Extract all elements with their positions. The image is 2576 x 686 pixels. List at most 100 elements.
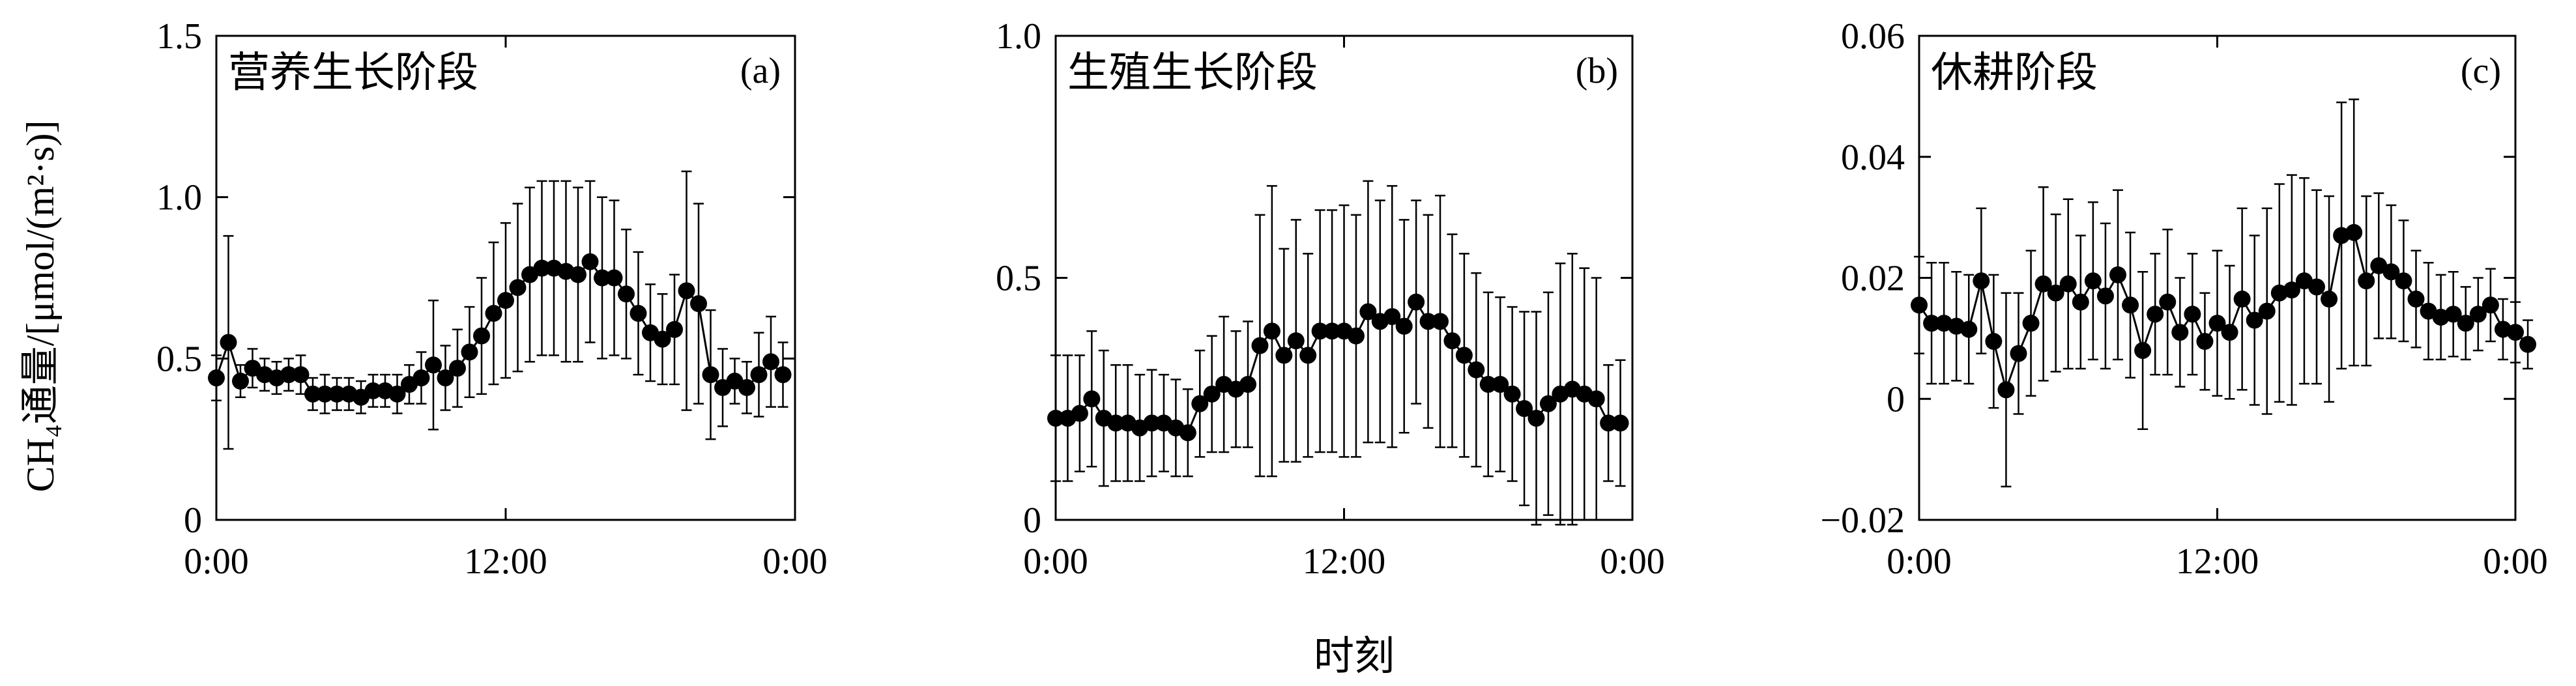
panel-c-data-point	[1973, 272, 1990, 290]
panel-c-y-tick-label: −0.02	[1820, 500, 1905, 541]
panel-a-data-point	[666, 321, 683, 338]
panel-b-data-point	[1251, 337, 1269, 354]
x-axis-title: 时刻	[1314, 632, 1395, 679]
panel-b-y-tick-label: 1.0	[996, 16, 1041, 57]
panel-b-data-point	[1179, 424, 1196, 442]
panel-c-data-point	[2084, 272, 2102, 290]
panel-b: 0 0.5 1.0 0:00 12:00 0:00 生殖生长阶段 (b)	[996, 16, 1665, 582]
panel-a-data-point	[738, 379, 755, 396]
panel-c-data-point	[2395, 272, 2412, 290]
panel-c-title: 休耕阶段	[1931, 49, 2098, 97]
panel-b-data-point	[1083, 390, 1101, 408]
panel-c-data-point	[2096, 287, 2114, 305]
panel-b-x-tick-label: 0:00	[1023, 541, 1088, 582]
panel-c-data-point	[2171, 324, 2189, 341]
panel-b-data-point	[1600, 414, 1617, 432]
panel-c-data-point	[2221, 324, 2238, 341]
panel-c-data-point	[2147, 306, 2164, 323]
panel-b-title: 生殖生长阶段	[1067, 49, 1318, 97]
panel-c-data-point	[2184, 306, 2201, 323]
panel-c-data-point	[2482, 296, 2499, 314]
panel-a-x-tick-label: 0:00	[184, 541, 249, 582]
panel-b-data-point	[1419, 313, 1437, 330]
panel-a-data-point	[618, 285, 635, 303]
panel-c-data-point	[2010, 345, 2027, 362]
panel-a-x-tick-label: 12:00	[464, 541, 547, 582]
panel-b-data-point	[1432, 313, 1449, 330]
panel-b-data-point	[1047, 409, 1064, 427]
panel-c-data-point	[2208, 315, 2226, 332]
panel-c-data-point	[2122, 296, 2139, 314]
panel-c-data-point	[1960, 321, 1978, 338]
panel-b-data-point	[1395, 317, 1413, 335]
panel-a-tag: (a)	[740, 51, 781, 91]
panel-c-data-point	[2059, 275, 2077, 293]
panel-c-data-point	[2246, 311, 2263, 329]
panel-c-data-point	[2469, 306, 2487, 323]
panel-c-y-tick-label: 0.06	[1841, 16, 1905, 57]
panel-a-data-point	[630, 304, 647, 322]
panel-c-x-tick-label: 0:00	[2483, 541, 2548, 582]
panel-c-data-point	[2358, 272, 2375, 290]
panel-c-y-tick-label: 0.02	[1841, 259, 1905, 299]
panel-c-data-point	[2321, 291, 2338, 308]
panel-b-data-point	[1239, 375, 1256, 393]
panel-b-data-point	[1347, 327, 1365, 345]
panel-b-data-point	[1468, 361, 1485, 379]
panel-a-data-point	[208, 369, 225, 387]
panel-b-x-tick-label: 0:00	[1600, 541, 1665, 582]
panel-c-x-tick-label: 12:00	[2176, 541, 2259, 582]
panel-b-data-point	[1299, 347, 1317, 364]
panel-b-data-point	[1203, 385, 1221, 403]
panel-b-data-point	[1612, 414, 1629, 432]
panel-b-data-point	[1492, 375, 1509, 393]
y-axis-title: CH₄通量/[μmol/(m²·s)]	[19, 120, 62, 492]
panel-a-data-point	[570, 266, 586, 283]
panel-a-data-point	[509, 279, 527, 296]
panel-a-y-tick-label: 0.5	[156, 339, 202, 379]
panel-a-data-point	[364, 382, 382, 399]
panel-c-data-point	[2047, 284, 2064, 302]
panel-b-data-point	[1071, 405, 1088, 422]
panel-b-data-point	[1191, 395, 1209, 412]
panel-c-data-point	[2308, 278, 2325, 296]
panel-a-data-point	[702, 366, 719, 384]
panel-b-data-point	[1443, 332, 1461, 350]
panel-c-data-point	[1911, 296, 1928, 314]
panel-a-data-point	[328, 385, 345, 403]
panel-b-data-point	[1516, 400, 1533, 418]
panel-c: −0.02 0 0.02 0.04 0.06 0:00 12:00 0:00 休耕阶段 (c)	[1820, 16, 2547, 582]
panel-c-data-point	[2382, 263, 2400, 281]
panel-b-data-point	[1263, 322, 1281, 340]
panel-c-data-point	[2283, 281, 2300, 299]
panel-c-data-point	[2072, 293, 2089, 311]
panel-b-data-point	[1275, 347, 1293, 364]
panel-a-data-point	[690, 295, 707, 313]
panel-a-data-point	[581, 253, 599, 270]
panel-a-y-tick-label: 1.5	[156, 16, 202, 57]
panel-a-y-tick-label: 0	[184, 500, 202, 541]
panel-c-data-point	[2159, 293, 2177, 311]
panel-b-data-point	[1527, 409, 1545, 427]
panel-c-data-point	[1923, 315, 1941, 332]
panel-c-data-point	[1997, 381, 2015, 399]
panel-b-data-point	[1503, 385, 1521, 403]
panel-a-y-tick-label: 1.0	[156, 178, 202, 218]
panel-a-data-point	[654, 330, 671, 348]
panel-c-data-point	[2258, 302, 2276, 320]
panel-c-data-point	[2407, 291, 2425, 308]
panel-a-data-point	[220, 334, 237, 351]
panel-a-title: 营养生长阶段	[228, 49, 478, 97]
panel-c-data-point	[2022, 315, 2040, 332]
panel-c-y-tick-label: 0.04	[1841, 137, 1905, 178]
panel-c-data-point	[2444, 306, 2462, 323]
panel-c-data-point	[2196, 333, 2214, 350]
panel-b-data-point	[1539, 395, 1557, 412]
panel-c-data-point	[2519, 336, 2537, 353]
panel-a-data-point	[449, 360, 466, 377]
panel-a-data-point	[497, 292, 514, 309]
panel-a-data-point	[280, 366, 297, 384]
panel-b-data-point	[1408, 293, 1425, 311]
panel-c-y-tick-label: 0	[1887, 379, 1905, 420]
